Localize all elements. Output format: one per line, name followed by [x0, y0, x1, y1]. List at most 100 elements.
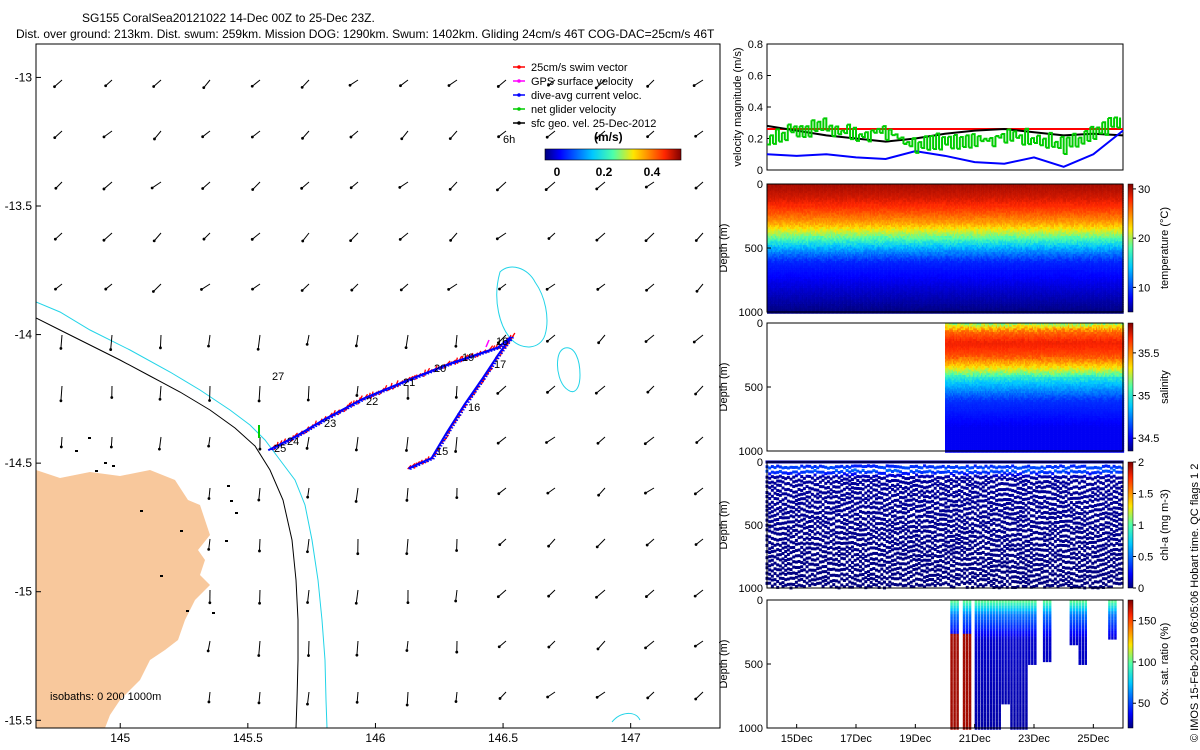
- velocity-vector: [61, 437, 62, 447]
- velocity-vector-head: [399, 84, 402, 87]
- velocity-vector-head: [546, 492, 549, 495]
- day-label: 15: [436, 446, 448, 458]
- velocity-vector-head: [349, 84, 352, 87]
- figure-canvas: 151617192021222324252716 145 145.5 146 146.…: [0, 0, 1200, 750]
- velocity-vector-head: [207, 345, 210, 348]
- velocity-vector: [111, 335, 112, 350]
- velocity-vector: [400, 182, 408, 187]
- velocity-vector-head: [497, 442, 500, 445]
- velocity-vector-head: [646, 544, 649, 547]
- velocity-vector: [402, 131, 408, 139]
- velocity-vector-head: [694, 492, 697, 495]
- velocity-vector-head: [596, 288, 599, 291]
- velocity-vector: [646, 743, 654, 748]
- velocity-y-tick-label: 0.2: [748, 134, 763, 146]
- islet: [212, 612, 215, 614]
- velocity-vector-head: [545, 188, 548, 191]
- islet: [180, 530, 183, 532]
- velocity-vector-head: [159, 398, 162, 401]
- velocity-vector: [451, 233, 457, 240]
- velocity-vector: [259, 641, 260, 656]
- velocity-vector-head: [103, 239, 106, 242]
- islet: [227, 485, 230, 487]
- velocity-vector: [449, 284, 457, 289]
- legend-marker: [517, 93, 521, 97]
- velocity-vector: [598, 641, 605, 649]
- velocity-vector-head: [645, 747, 648, 750]
- velocity-vector: [303, 131, 309, 138]
- velocity-vector: [547, 335, 555, 341]
- velocity-vector: [61, 386, 62, 401]
- velocity-vector-head: [53, 136, 56, 139]
- velocity-vector-head: [159, 346, 162, 349]
- speed-colorbar: [545, 149, 681, 160]
- velocity-vector: [598, 743, 605, 750]
- velocity-vector: [546, 182, 555, 190]
- velocity-vector: [406, 335, 408, 348]
- velocity-vector: [302, 80, 309, 87]
- velocity-vector-head: [251, 85, 254, 88]
- velocity-vector: [695, 488, 703, 494]
- velocity-vector: [694, 335, 703, 342]
- legend-label: sfc geo. vel. 25-Dec-2012: [531, 118, 656, 130]
- gps-velocity-mark: [486, 340, 489, 347]
- velocity-vector-head: [455, 549, 458, 552]
- velocity-vector-head: [547, 646, 550, 649]
- velocity-vector-head: [646, 135, 649, 138]
- velocity-vector: [152, 182, 161, 188]
- velocity-vector-head: [356, 701, 359, 704]
- velocity-vector: [252, 131, 260, 137]
- velocity-vector: [209, 335, 210, 346]
- velocity-vector-head: [200, 288, 203, 291]
- velocity-vector: [695, 590, 703, 596]
- velocity-vector-head: [306, 496, 309, 499]
- velocity-vector-head: [350, 186, 353, 189]
- velocity-vector: [596, 386, 605, 393]
- velocity-vector: [259, 386, 260, 401]
- map-x-tick-label: 147: [621, 731, 641, 745]
- velocity-vector-head: [399, 238, 402, 241]
- velocity-vector-head: [449, 239, 452, 242]
- velocity-vector-head: [646, 697, 649, 700]
- velocity-vector-head: [595, 392, 598, 395]
- velocity-vector-head: [455, 496, 458, 499]
- islet: [75, 450, 78, 452]
- legend-label: GPS surface velocity: [531, 76, 634, 88]
- velocity-vector-head: [546, 340, 549, 343]
- velocity-vector: [204, 80, 210, 88]
- day-label: 25: [274, 443, 286, 455]
- map-y-tick-label: -15: [15, 585, 33, 599]
- velocity-vector-head: [449, 188, 452, 191]
- velocity-vector-head: [694, 393, 697, 396]
- velocity-vector-head: [355, 602, 358, 605]
- velocity-vector-head: [595, 596, 598, 599]
- velocity-vector-head: [454, 600, 457, 603]
- velocity-vector: [356, 488, 358, 501]
- day-label: 21: [403, 377, 415, 389]
- velocity-vector-head: [497, 492, 500, 495]
- islet: [225, 540, 228, 542]
- velocity-vector: [159, 437, 161, 449]
- velocity-vector-head: [54, 238, 57, 241]
- velocity-vector: [55, 80, 62, 87]
- velocity-vector: [253, 182, 260, 190]
- velocity-vector-head: [258, 701, 261, 704]
- velocity-vector-head: [208, 497, 211, 500]
- legend-label: net glider velocity: [531, 104, 616, 116]
- velocity-vector: [696, 692, 703, 699]
- velocity-vector-head: [645, 186, 648, 189]
- velocity-vector-head: [152, 85, 155, 88]
- velocity-y-tick-label: 0.8: [748, 39, 763, 51]
- velocity-vector: [208, 641, 210, 651]
- legend-label: dive-avg current veloc.: [531, 90, 642, 102]
- velocity-vector: [160, 386, 161, 399]
- velocity-vector-head: [496, 189, 499, 192]
- velocity-vector: [154, 131, 161, 139]
- velocity-vector-head: [400, 137, 403, 140]
- day-label: 16: [468, 402, 480, 414]
- day-label: 27: [272, 371, 284, 383]
- islet: [235, 512, 238, 514]
- velocity-vector: [597, 182, 605, 189]
- velocity-vector-head: [103, 135, 106, 138]
